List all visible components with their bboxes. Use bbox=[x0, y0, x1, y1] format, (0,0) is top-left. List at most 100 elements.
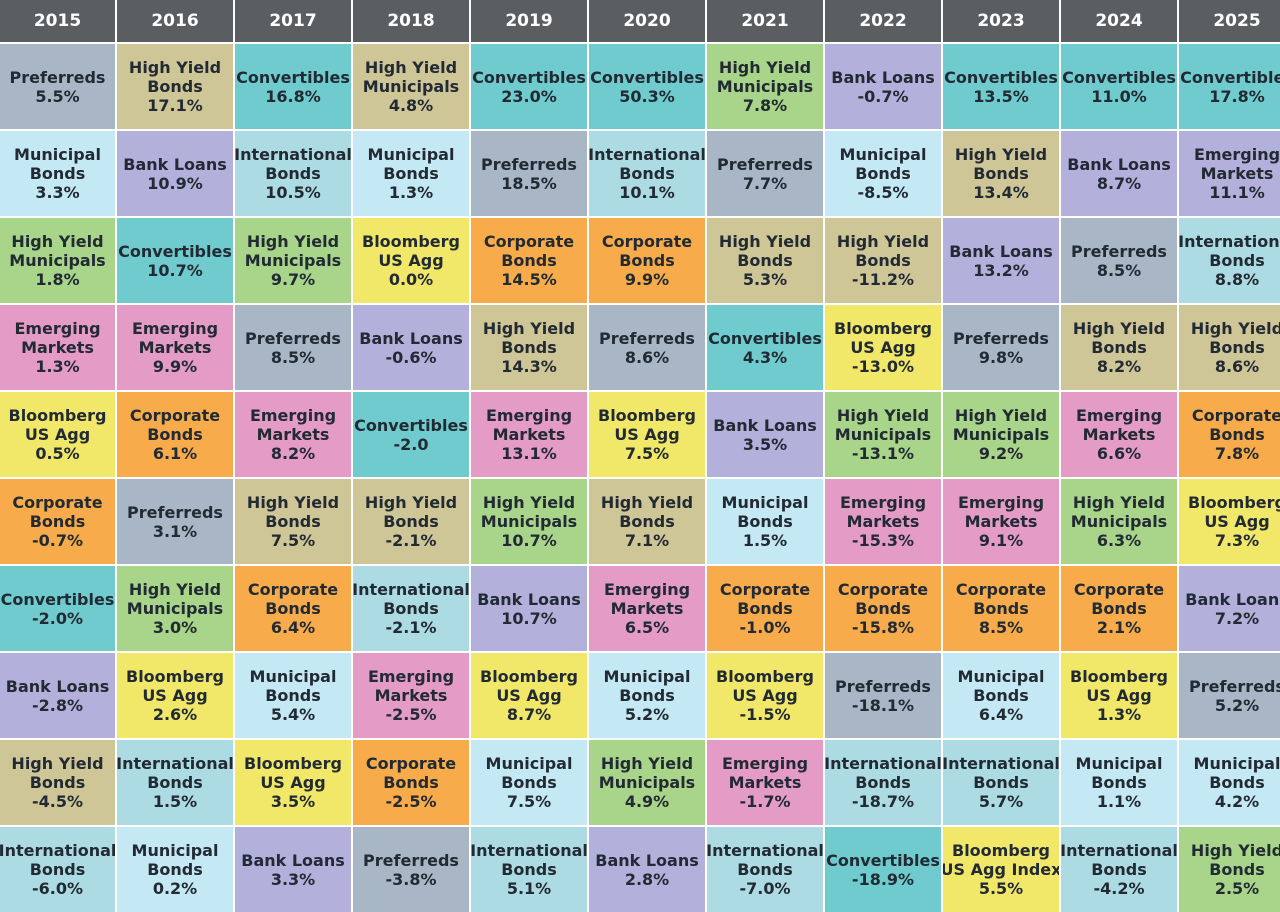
asset-label: High Yield bbox=[1072, 493, 1166, 512]
asset-label: High Yield bbox=[600, 493, 694, 512]
return-value: -11.2% bbox=[851, 270, 915, 289]
cell-2017-bloomberg-us-agg: Bloomberg US Agg 3.5% bbox=[235, 740, 351, 825]
cell-2018-municipal-bonds: Municipal Bonds 1.3% bbox=[353, 131, 469, 216]
asset-label: High Yield bbox=[600, 754, 694, 773]
return-value: -18.7% bbox=[851, 792, 915, 811]
cell-2018-emerging-markets: Emerging Markets -2.5% bbox=[353, 653, 469, 738]
cell-2020-corporate-bonds: Corporate Bonds 9.9% bbox=[589, 218, 705, 303]
asset-label: Bloomberg bbox=[716, 667, 814, 686]
cell-2020-municipal-bonds: Municipal Bonds 5.2% bbox=[589, 653, 705, 738]
cell-2017-high-yield-bonds: High Yield Bonds 7.5% bbox=[235, 479, 351, 564]
cell-2018-bank-loans: Bank Loans -0.6% bbox=[353, 305, 469, 390]
cell-2015-bloomberg-us-agg: Bloomberg US Agg 0.5% bbox=[0, 392, 115, 477]
cell-2020-high-yield-municipals: High Yield Municipals 4.9% bbox=[589, 740, 705, 825]
return-value: 10.5% bbox=[265, 183, 321, 202]
asset-label: High Yield bbox=[836, 406, 930, 425]
asset-label: Bonds bbox=[1091, 773, 1147, 792]
asset-label: Municipals bbox=[716, 77, 814, 96]
asset-label: Bonds bbox=[855, 251, 911, 270]
return-value: 1.3% bbox=[35, 357, 80, 376]
asset-label: International bbox=[707, 841, 823, 860]
cell-2016-high-yield-municipals: High Yield Municipals 3.0% bbox=[117, 566, 233, 651]
asset-label: Bonds bbox=[855, 164, 911, 183]
return-value: 3.0% bbox=[152, 618, 198, 637]
return-value: -13.1% bbox=[851, 444, 915, 463]
asset-label: Bank Loans bbox=[949, 241, 1053, 261]
cell-2021-bloomberg-us-agg: Bloomberg US Agg -1.5% bbox=[707, 653, 823, 738]
cell-2019-bank-loans: Bank Loans 10.7% bbox=[471, 566, 587, 651]
asset-label: Convertibles bbox=[236, 67, 350, 87]
return-value: 9.2% bbox=[978, 444, 1024, 463]
asset-label: Bonds bbox=[973, 599, 1029, 618]
return-value: -1.5% bbox=[739, 705, 791, 724]
return-value: 7.2% bbox=[1214, 608, 1260, 628]
asset-label: Emerging bbox=[1075, 406, 1163, 425]
asset-label: Emerging bbox=[131, 319, 219, 338]
return-value: 8.5% bbox=[978, 618, 1024, 637]
asset-label: Bloomberg bbox=[1070, 667, 1168, 686]
asset-label: Bank Loans bbox=[831, 67, 935, 87]
cell-2016-convertibles: Convertibles 10.7% bbox=[117, 218, 233, 303]
cell-2019-high-yield-bonds: High Yield Bonds 14.3% bbox=[471, 305, 587, 390]
return-value: 8.7% bbox=[1096, 173, 1142, 193]
cell-2016-bloomberg-us-agg: Bloomberg US Agg 2.6% bbox=[117, 653, 233, 738]
asset-label: International bbox=[235, 145, 351, 164]
year-header-2021: 2021 bbox=[707, 0, 823, 42]
return-value: 8.8% bbox=[1214, 270, 1260, 289]
asset-label: Bonds bbox=[147, 77, 203, 96]
cell-2025-bank-loans: Bank Loans 7.2% bbox=[1179, 566, 1280, 651]
cell-2022-convertibles: Convertibles -18.9% bbox=[825, 827, 941, 912]
asset-label: Municipals bbox=[952, 425, 1050, 444]
cell-2021-high-yield-bonds: High Yield Bonds 5.3% bbox=[707, 218, 823, 303]
return-value: 16.8% bbox=[265, 86, 321, 106]
asset-label: High Yield bbox=[246, 232, 340, 251]
asset-label: Municipal bbox=[131, 841, 219, 860]
return-value: -7.0% bbox=[739, 879, 791, 898]
return-value: 7.5% bbox=[270, 531, 316, 550]
cell-2015-emerging-markets: Emerging Markets 1.3% bbox=[0, 305, 115, 390]
cell-2016-corporate-bonds: Corporate Bonds 6.1% bbox=[117, 392, 233, 477]
asset-label: Markets bbox=[374, 686, 448, 705]
cell-2023-bank-loans: Bank Loans 13.2% bbox=[943, 218, 1059, 303]
asset-label: High Yield bbox=[482, 319, 576, 338]
return-value: 5.3% bbox=[742, 270, 788, 289]
cell-2017-preferreds: Preferreds 8.5% bbox=[235, 305, 351, 390]
cell-2022-high-yield-municipals: High Yield Municipals -13.1% bbox=[825, 392, 941, 477]
asset-label: Corporate bbox=[1191, 406, 1280, 425]
asset-label: Municipal bbox=[721, 493, 809, 512]
asset-label: Bonds bbox=[1209, 338, 1265, 357]
asset-label: US Agg bbox=[1204, 512, 1270, 531]
asset-label: Convertibles bbox=[472, 67, 586, 87]
return-value: 11.1% bbox=[1209, 183, 1265, 202]
asset-label: Bonds bbox=[501, 338, 557, 357]
cell-2024-convertibles: Convertibles 11.0% bbox=[1061, 44, 1177, 129]
asset-label: Convertibles bbox=[826, 850, 940, 870]
return-value: 5.2% bbox=[1214, 695, 1260, 715]
asset-label: Bonds bbox=[501, 773, 557, 792]
asset-label: Municipals bbox=[598, 773, 696, 792]
asset-label: Bloomberg bbox=[598, 406, 696, 425]
asset-label: Emerging bbox=[485, 406, 573, 425]
asset-label: Markets bbox=[21, 338, 94, 357]
cell-2018-convertibles: Convertibles -2.0 bbox=[353, 392, 469, 477]
asset-label: High Yield bbox=[954, 406, 1048, 425]
cell-2023-international-bonds: International Bonds 5.7% bbox=[943, 740, 1059, 825]
asset-label: Convertibles bbox=[0, 589, 115, 609]
asset-label: Preferreds bbox=[9, 67, 106, 87]
asset-label: Preferreds bbox=[481, 154, 577, 174]
return-value: 13.2% bbox=[973, 260, 1029, 280]
asset-label: Municipals bbox=[126, 599, 224, 618]
return-value: -0.6% bbox=[385, 347, 437, 367]
cell-2017-corporate-bonds: Corporate Bonds 6.4% bbox=[235, 566, 351, 651]
cell-2017-municipal-bonds: Municipal Bonds 5.4% bbox=[235, 653, 351, 738]
cell-2024-municipal-bonds: Municipal Bonds 1.1% bbox=[1061, 740, 1177, 825]
asset-label: High Yield bbox=[1190, 841, 1280, 860]
cell-2020-bank-loans: Bank Loans 2.8% bbox=[589, 827, 705, 912]
return-value: -1.0% bbox=[739, 618, 791, 637]
return-value: 9.9% bbox=[152, 357, 198, 376]
return-value: 1.1% bbox=[1096, 792, 1142, 811]
asset-label: Convertibles bbox=[944, 67, 1058, 87]
return-value: 3.3% bbox=[35, 183, 80, 202]
asset-label: Convertibles bbox=[590, 67, 704, 87]
asset-label: Corporate bbox=[247, 580, 339, 599]
